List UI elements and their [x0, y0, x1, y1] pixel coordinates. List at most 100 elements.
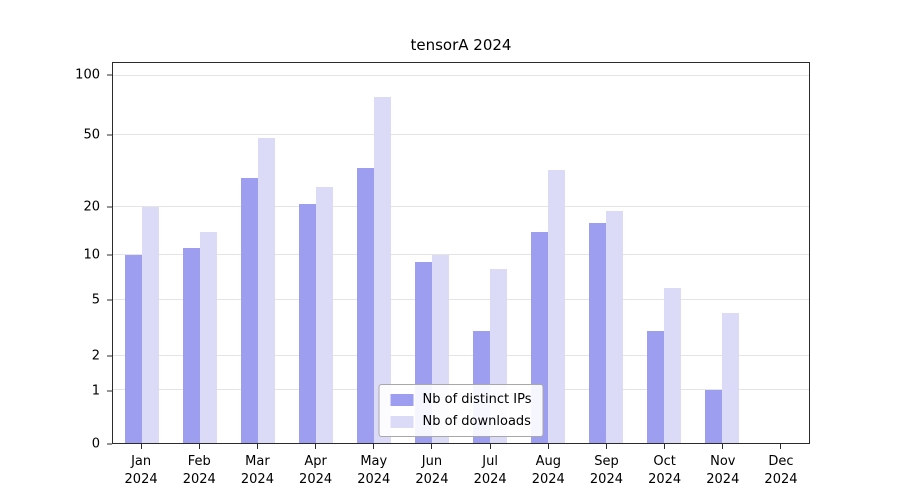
x-tick-dec: Dec 2024	[752, 444, 810, 496]
x-tick-sep: Sep 2024	[577, 444, 635, 496]
gridline	[113, 253, 809, 255]
x-tick-mark	[722, 444, 724, 449]
bar-downloads-feb	[200, 231, 217, 443]
y-tick-label: 2	[91, 348, 100, 364]
bar-downloads-jan	[142, 207, 159, 443]
x-tick-mark	[256, 444, 258, 449]
x-tick-mark	[664, 444, 666, 449]
x-tick-month-label: Jun	[421, 454, 443, 469]
bar-downloads-mar	[258, 138, 275, 443]
bar-downloads-oct	[664, 287, 681, 443]
chart-title: tensorA 2024	[410, 36, 512, 54]
y-tick-label: 50	[83, 127, 100, 143]
y-tick-label: 5	[91, 292, 100, 308]
y-tick-label: 100	[75, 67, 100, 83]
legend-item: Nb of distinct IPs	[390, 392, 532, 407]
bar-group-may	[345, 63, 403, 443]
x-tick-aug: Aug 2024	[519, 444, 577, 496]
x-tick-year-label: 2024	[415, 471, 449, 487]
x-tick-mark	[140, 444, 142, 449]
x-tick-mark	[198, 444, 200, 449]
legend-swatch	[390, 393, 414, 406]
x-tick-apr: Apr 2024	[287, 444, 345, 496]
bar-distinct-ips-oct	[647, 330, 664, 443]
bar-distinct-ips-feb	[183, 248, 200, 443]
legend-label: Nb of downloads	[422, 414, 531, 429]
x-tick-may: May 2024	[345, 444, 403, 496]
x-tick-mark	[547, 444, 549, 449]
x-tick-mark	[315, 444, 317, 449]
x-tick-mark	[489, 444, 491, 449]
x-tick-year-label: 2024	[531, 471, 565, 487]
x-tick-year-label: 2024	[648, 471, 682, 487]
legend-label: Nb of distinct IPs	[422, 392, 532, 407]
x-tick-year-label: 2024	[473, 471, 507, 487]
x-tick-month-label: Sep	[594, 454, 619, 469]
legend-item: Nb of downloads	[390, 414, 532, 429]
x-tick-month-label: Jul	[482, 454, 498, 469]
x-tick-jul: Jul 2024	[461, 444, 519, 496]
gridline	[113, 74, 809, 76]
legend-swatch	[390, 415, 414, 428]
x-tick-year-label: 2024	[124, 471, 158, 487]
x-tick-year-label: 2024	[240, 471, 274, 487]
bar-distinct-ips-sep	[589, 222, 606, 443]
y-tick-label: 20	[83, 199, 100, 215]
x-tick-mark	[373, 444, 375, 449]
bar-group-nov	[693, 63, 751, 443]
bar-group-sep	[577, 63, 635, 443]
bar-group-jan	[113, 63, 171, 443]
y-tick-label: 10	[83, 247, 100, 263]
x-tick-jan: Jan 2024	[112, 444, 170, 496]
y-tick-label: 0	[91, 436, 100, 452]
bar-distinct-ips-mar	[241, 178, 258, 443]
bar-distinct-ips-nov	[705, 390, 722, 443]
bar-downloads-apr	[316, 186, 333, 443]
x-tick-month-label: Mar	[245, 454, 270, 469]
legend: Nb of distinct IPs Nb of downloads	[378, 384, 544, 437]
plot-area: Nb of distinct IPs Nb of downloads	[112, 62, 810, 444]
x-tick-year-label: 2024	[706, 471, 740, 487]
bar-group-apr	[287, 63, 345, 443]
bar-distinct-ips-apr	[299, 203, 316, 443]
y-tick-mark	[107, 443, 112, 445]
bar-downloads-sep	[606, 210, 623, 443]
x-tick-year-label: 2024	[589, 471, 623, 487]
bar-downloads-nov	[722, 313, 739, 443]
y-axis: 0 1 2 5 10 20 50 100	[0, 62, 112, 452]
x-tick-mark	[431, 444, 433, 449]
x-tick-year-label: 2024	[299, 471, 333, 487]
x-axis: Jan 2024 Feb 2024 Mar 2024 Apr 2024 May 2024 Jun 20…	[112, 444, 810, 496]
x-tick-month-label: Aug	[535, 454, 561, 469]
gridline	[113, 298, 809, 300]
x-tick-month-label: May	[360, 454, 388, 469]
x-tick-year-label: 2024	[357, 471, 391, 487]
x-tick-nov: Nov 2024	[694, 444, 752, 496]
x-tick-jun: Jun 2024	[403, 444, 461, 496]
x-tick-month-label: Apr	[304, 454, 327, 469]
x-tick-month-label: Dec	[768, 454, 794, 469]
x-tick-month-label: Feb	[187, 454, 211, 469]
x-tick-year-label: 2024	[764, 471, 798, 487]
y-tick-mark	[107, 134, 112, 136]
x-tick-mark	[780, 444, 782, 449]
x-tick-year-label: 2024	[182, 471, 216, 487]
bar-distinct-ips-may	[357, 167, 374, 443]
bar-downloads-may	[374, 97, 391, 443]
bar-group-oct	[635, 63, 693, 443]
y-tick-mark	[107, 74, 112, 76]
gridline	[113, 206, 809, 208]
x-tick-oct: Oct 2024	[636, 444, 694, 496]
gridline	[113, 354, 809, 356]
bar-distinct-ips-jan	[125, 254, 142, 443]
y-tick-mark	[107, 355, 112, 357]
bar-group-feb	[171, 63, 229, 443]
bar-group-mar	[229, 63, 287, 443]
y-tick-mark	[107, 390, 112, 392]
gridline	[113, 134, 809, 136]
x-tick-mar: Mar 2024	[228, 444, 286, 496]
x-tick-mark	[605, 444, 607, 449]
x-tick-month-label: Oct	[653, 454, 676, 469]
bar-group-dec	[751, 63, 809, 443]
